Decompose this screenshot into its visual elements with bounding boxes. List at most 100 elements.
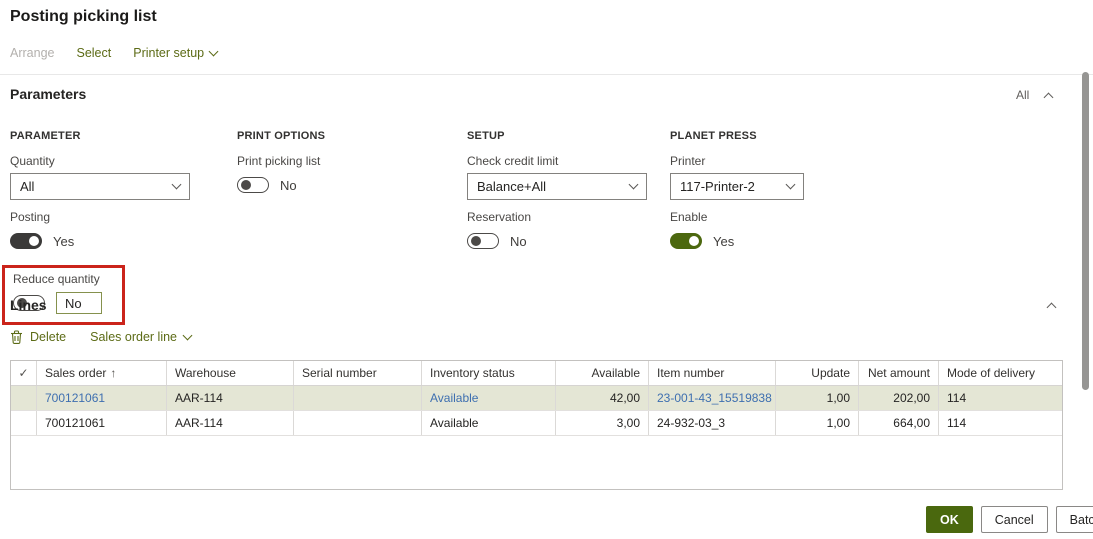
print-picking-list-field: No: [237, 173, 452, 197]
setup-group-title: SETUP: [467, 130, 505, 142]
net-amount-cell: 202,00: [859, 386, 939, 410]
col-header-serial-number[interactable]: Serial number: [294, 361, 422, 385]
enable-toggle[interactable]: [670, 233, 702, 249]
posting-toggle-value: Yes: [53, 233, 75, 249]
warehouse-cell: AAR-114: [167, 386, 294, 410]
update-cell: 1,00: [776, 411, 859, 435]
col-header-update[interactable]: Update: [776, 361, 859, 385]
toggle-knob: [241, 180, 251, 190]
menu-item-printer-setup-label: Printer setup: [133, 46, 205, 60]
sales-order-link[interactable]: 700121061: [37, 386, 167, 410]
print-options-group: PRINT OPTIONS Print picking list No: [237, 130, 452, 197]
chevron-down-icon: [182, 330, 193, 340]
col-header-sales-order[interactable]: Sales order ↑: [37, 361, 167, 385]
reduce-quantity-highlight-box: Reduce quantity No: [2, 265, 125, 325]
check-credit-limit-label: Check credit limit: [467, 154, 559, 168]
chevron-up-icon: [1043, 92, 1054, 102]
col-header-item-number[interactable]: Item number: [649, 361, 776, 385]
item-number-link[interactable]: 23-001-43_15519838: [649, 386, 776, 410]
enable-field: Yes: [670, 229, 840, 253]
quantity-label: Quantity: [10, 154, 55, 168]
sales-order-line-menu-label: Sales order line: [90, 330, 177, 344]
header-divider: [0, 74, 1093, 75]
col-header-sales-order-label: Sales order: [45, 366, 107, 380]
posting-label: Posting: [10, 210, 51, 224]
serial-number-cell: [294, 411, 422, 435]
printer-select[interactable]: 117-Printer-2: [670, 173, 804, 200]
posting-field: Yes: [10, 229, 225, 253]
parameters-collapse-control[interactable]: All: [1016, 88, 1054, 102]
update-cell: 1,00: [776, 386, 859, 410]
parameters-all-label: All: [1016, 88, 1030, 102]
vertical-scrollbar[interactable]: [1082, 72, 1089, 390]
item-number-cell: 24-932-03_3: [649, 411, 776, 435]
row-checkbox[interactable]: [11, 386, 37, 410]
parameter-group-title: PARAMETER: [10, 130, 81, 142]
planet-press-group: PLANET PRESS Printer 117-Printer-2 Enabl…: [670, 130, 840, 253]
table-row[interactable]: 700121061 AAR-114 Available 3,00 24-932-…: [11, 411, 1062, 436]
check-credit-limit-select[interactable]: Balance+All: [467, 173, 647, 200]
toggle-knob: [29, 236, 39, 246]
toggle-knob: [471, 236, 481, 246]
table-row[interactable]: 700121061 AAR-114 Available 42,00 23-001…: [11, 386, 1062, 411]
toggle-knob: [17, 298, 27, 308]
available-cell: 3,00: [556, 411, 649, 435]
action-menubar: Arrange Select Printer setup: [10, 46, 219, 60]
col-header-warehouse[interactable]: Warehouse: [167, 361, 294, 385]
print-picking-list-toggle[interactable]: [237, 177, 269, 193]
col-header-net-amount[interactable]: Net amount: [859, 361, 939, 385]
sales-order-cell[interactable]: 700121061: [37, 411, 167, 435]
serial-number-cell: [294, 386, 422, 410]
menu-item-arrange[interactable]: Arrange: [10, 46, 55, 60]
select-all-checkmark-icon[interactable]: ✓: [11, 361, 37, 385]
reduce-quantity-toggle-value[interactable]: No: [56, 292, 102, 314]
setup-group: SETUP Check credit limit Balance+All Res…: [467, 130, 682, 253]
chevron-down-icon: [785, 179, 796, 190]
cancel-button[interactable]: Cancel: [980, 506, 1048, 533]
dialog-footer: OK Cancel Batch: [926, 506, 1093, 533]
enable-toggle-value: Yes: [713, 233, 735, 249]
lines-collapse-chevron-up-icon[interactable]: [1046, 302, 1057, 313]
col-header-available[interactable]: Available: [556, 361, 649, 385]
row-checkbox[interactable]: [11, 411, 37, 435]
lines-toolbar: Delete Sales order line: [10, 330, 193, 344]
delete-button[interactable]: Delete: [10, 330, 66, 344]
posting-toggle[interactable]: [10, 233, 42, 249]
batch-button[interactable]: Batch: [1055, 506, 1093, 533]
print-picking-list-label: Print picking list: [237, 154, 321, 168]
quantity-select[interactable]: All: [10, 173, 190, 200]
parameters-section-header: Parameters: [10, 86, 87, 102]
quantity-select-value: All: [20, 179, 35, 194]
trash-icon: [11, 330, 22, 344]
printer-label: Printer: [670, 154, 706, 168]
mode-of-delivery-cell: 114: [947, 416, 967, 430]
inventory-status-cell: Available: [422, 411, 556, 435]
delete-button-label: Delete: [30, 330, 67, 344]
page-title: Posting picking list: [10, 8, 157, 25]
lines-section-header: Lines: [10, 297, 47, 313]
reduce-quantity-label: Reduce quantity: [13, 272, 100, 286]
warehouse-cell: AAR-114: [167, 411, 294, 435]
check-credit-limit-select-value: Balance+All: [477, 179, 547, 194]
reservation-field: No: [467, 229, 682, 253]
ok-button[interactable]: OK: [926, 506, 973, 533]
mode-of-delivery-cell: 114: [947, 391, 967, 405]
print-options-group-title: PRINT OPTIONS: [237, 130, 326, 142]
net-amount-cell: 664,00: [859, 411, 939, 435]
available-cell: 42,00: [556, 386, 649, 410]
col-header-inventory-status[interactable]: Inventory status: [422, 361, 556, 385]
chevron-down-icon: [208, 46, 219, 56]
menu-item-select[interactable]: Select: [76, 46, 112, 60]
col-header-mode-of-delivery[interactable]: Mode of delivery: [947, 366, 1036, 380]
inventory-status-link[interactable]: Available: [422, 386, 556, 410]
grid-header-row: ✓ Sales order ↑ Warehouse Serial number I…: [11, 361, 1062, 386]
lines-grid: ✓ Sales order ↑ Warehouse Serial number I…: [10, 360, 1063, 490]
reduce-quantity-toggle[interactable]: [13, 295, 45, 311]
chevron-down-icon: [628, 179, 639, 190]
menu-item-printer-setup[interactable]: Printer setup: [133, 46, 219, 60]
reservation-toggle[interactable]: [467, 233, 499, 249]
sort-ascending-icon: ↑: [110, 366, 117, 380]
sales-order-line-menu[interactable]: Sales order line: [90, 330, 193, 344]
enable-label: Enable: [670, 210, 708, 224]
